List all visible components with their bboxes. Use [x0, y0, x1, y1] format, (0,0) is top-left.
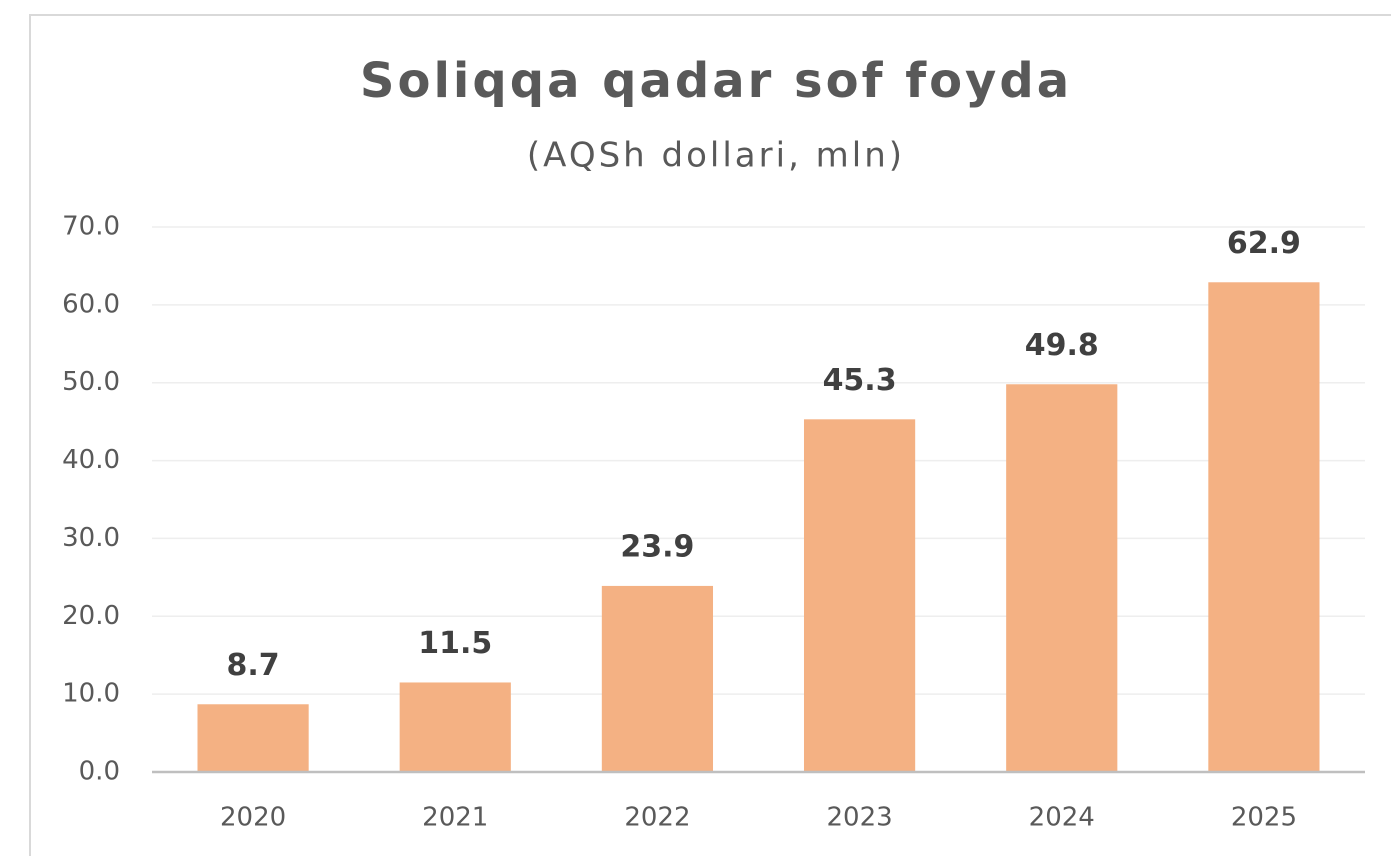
- x-tick-label: 2020: [220, 803, 286, 833]
- y-tick-label: 30.0: [62, 523, 120, 553]
- y-tick-label: 70.0: [62, 212, 120, 242]
- bar: [601, 585, 714, 772]
- bar: [399, 682, 511, 772]
- data-label: 45.3: [823, 363, 897, 398]
- chart-subtitle: (AQSh dollari, mln): [527, 136, 905, 176]
- data-label: 23.9: [620, 529, 694, 564]
- x-tick-label: 2023: [826, 803, 892, 833]
- x-tick-label: 2024: [1029, 803, 1095, 833]
- y-tick-label: 40.0: [62, 445, 120, 475]
- bar: [197, 704, 309, 772]
- x-tick-label: 2021: [422, 803, 488, 833]
- bar: [1006, 384, 1118, 772]
- y-tick-label: 60.0: [62, 289, 120, 319]
- y-tick-label: 0.0: [79, 757, 120, 787]
- data-label: 62.9: [1227, 226, 1301, 261]
- chart-title: Soliqqa qadar sof foyda: [360, 53, 1072, 109]
- data-label: 11.5: [418, 626, 492, 661]
- x-tick-label: 2025: [1231, 803, 1297, 833]
- bar: [1208, 282, 1320, 772]
- y-tick-label: 50.0: [62, 367, 120, 397]
- data-label: 49.8: [1025, 328, 1099, 363]
- data-label: 8.7: [227, 648, 280, 683]
- y-tick-label: 20.0: [62, 601, 120, 631]
- x-tick-label: 2022: [624, 803, 690, 833]
- y-tick-label: 10.0: [62, 679, 120, 709]
- bar: [803, 419, 916, 772]
